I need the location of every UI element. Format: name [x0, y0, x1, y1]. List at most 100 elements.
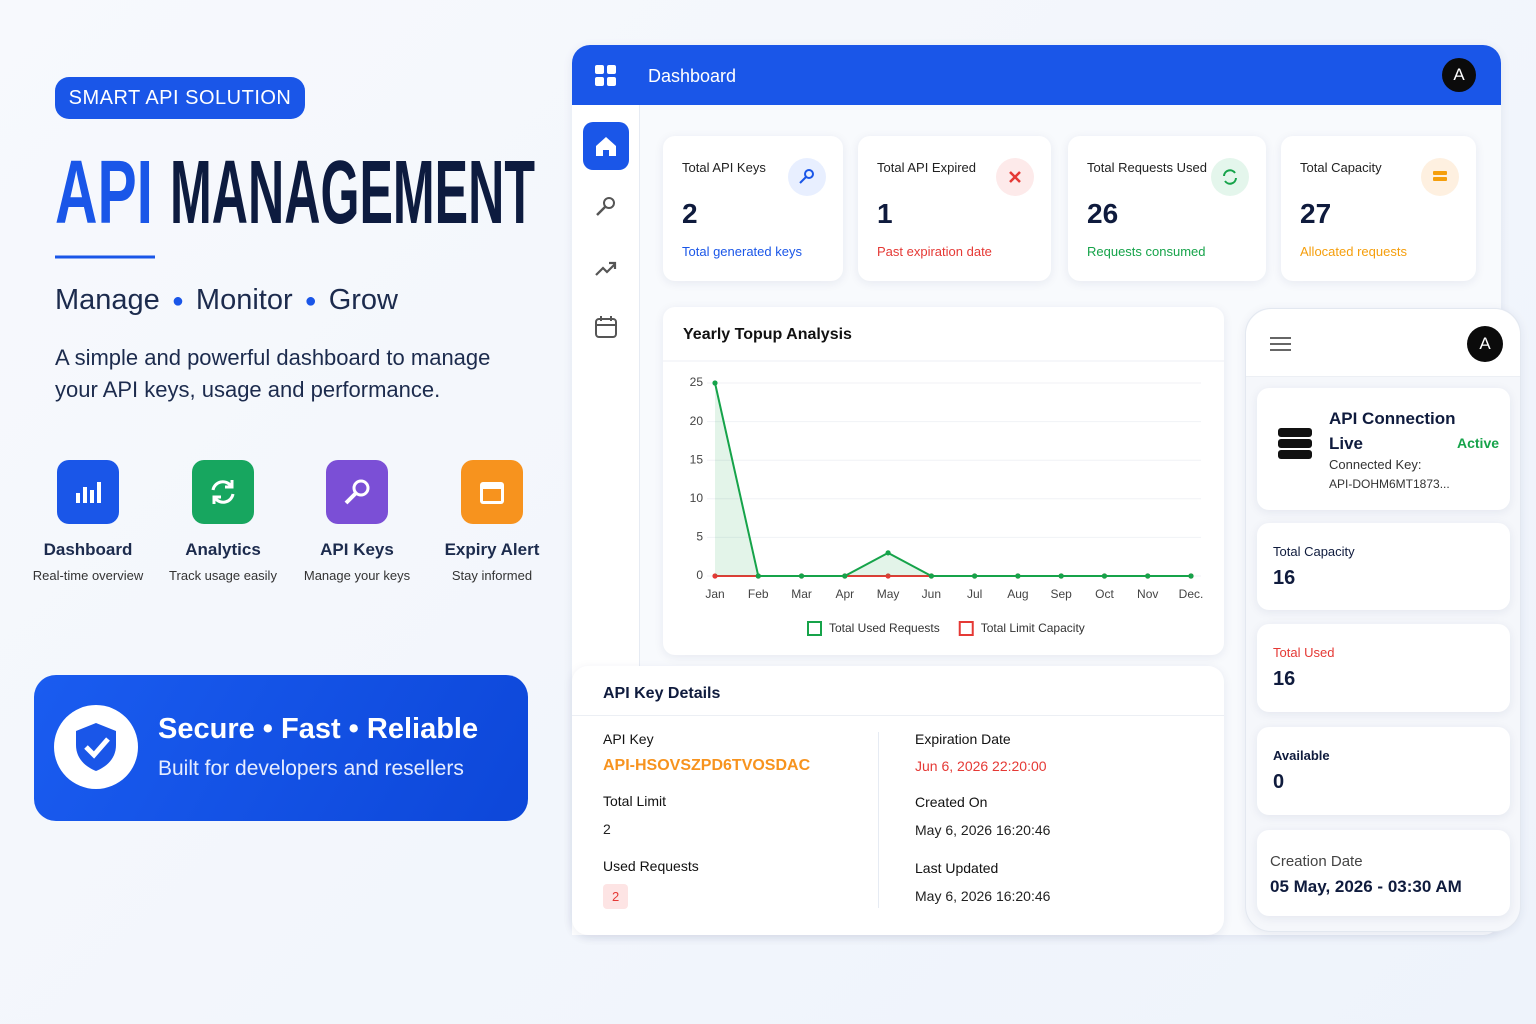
tag: Monitor [195, 284, 293, 316]
y-tick-label: 10 [690, 491, 704, 505]
hero-title: API MANAGEMENT [55, 143, 535, 259]
x-tick-label: Jun [922, 587, 941, 601]
feature-title: Expiry Alert [444, 540, 540, 559]
line [714, 382, 1191, 577]
x-tick-label: Feb [748, 587, 769, 601]
hamburger[interactable] [1270, 336, 1292, 352]
legend-swatch [958, 621, 974, 636]
tag: Grow [328, 284, 398, 316]
chart-card: Yearly Topup Analysis 0 5 10 15 20 25 Jan Feb Ma… [663, 307, 1224, 655]
mobile-header: A [1246, 309, 1520, 377]
stat-value: 27 [1300, 198, 1332, 229]
field-label: Last Updated [915, 860, 999, 876]
x-tick-label: Sep [1051, 587, 1073, 601]
badge: SMART API SOLUTION [55, 77, 305, 119]
nav-keys[interactable] [594, 195, 618, 219]
point [712, 573, 718, 579]
point [1101, 573, 1108, 579]
feature-subtitle: Manage your keys [303, 568, 411, 583]
key-value: API-DOHM6MT1873... [1329, 477, 1450, 491]
creation-label: Creation Date [1270, 853, 1363, 870]
point [798, 573, 805, 579]
stat-icon [1421, 158, 1459, 196]
nav-home[interactable] [583, 122, 629, 170]
server-icon [1278, 428, 1312, 459]
header: Dashboard A [572, 45, 1501, 105]
divider [572, 715, 1224, 716]
nav-analytics[interactable] [594, 257, 618, 281]
nav-calendar[interactable] [594, 315, 618, 339]
stat-value: 1 [877, 198, 893, 229]
banner: Secure • Fast • Reliable Built for devel… [34, 675, 528, 821]
legend-swatch [807, 621, 822, 636]
icon [326, 460, 388, 524]
stat-note: Allocated requests [1300, 244, 1407, 259]
line: A simple and powerful dashboard to manag… [55, 345, 491, 370]
point [1145, 573, 1151, 579]
field-label: Used Requests [603, 858, 699, 874]
x-tick-label: Aug [1007, 587, 1028, 601]
details-card: API Key Details API Key API-HSOVSZPD6TVO… [572, 666, 1224, 935]
field-label: Created On [915, 794, 988, 810]
x-tick-label: Jul [967, 587, 982, 601]
connection-title: API Connection Live [1329, 409, 1456, 453]
field-label: Total Limit [603, 793, 667, 809]
connection-status: Active [1457, 435, 1500, 451]
mobile-stat-label: Total Capacity [1273, 544, 1355, 559]
point [885, 573, 891, 579]
feature-title: Dashboard [43, 540, 133, 559]
field-value: Jun 6, 2026 22:20:00 [915, 758, 1047, 774]
field-value: May 6, 2026 16:20:46 [915, 822, 1051, 838]
y-tick-label: 0 [696, 568, 703, 582]
creation-card: Creation Date 05 May, 2026 - 03:30 AM [1257, 830, 1510, 916]
point [842, 573, 848, 579]
title-accent: API [55, 143, 153, 243]
field-label: Expiration Date [915, 731, 1011, 747]
stat-card: Total Capacity 27 Allocated requests [1281, 136, 1476, 281]
mobile-stat: Total Used 16 [1257, 624, 1510, 712]
field-value: May 6, 2026 16:20:46 [915, 888, 1051, 904]
stat-label: Total Requests Used [1087, 160, 1207, 175]
icon [461, 460, 523, 524]
chart-title: Yearly Topup Analysis [683, 326, 852, 343]
stat-label: Total Capacity [1300, 160, 1382, 175]
point [1015, 573, 1021, 579]
feature-subtitle: Real-time overview [32, 568, 144, 583]
x-tick-label: May [877, 587, 900, 601]
area [715, 383, 1191, 576]
avatar[interactable]: A [1442, 58, 1476, 92]
point [1188, 573, 1194, 579]
mobile-stat-value: 16 [1273, 567, 1296, 589]
stat-card: Total API Expired 1 Past expiration date [858, 136, 1051, 281]
icon [192, 460, 254, 524]
stat-card: Total API Keys 2 Total generated keys [663, 136, 843, 281]
stat-label: Total API Expired [877, 160, 976, 175]
feature: Dashboard Real-time overview [18, 460, 158, 583]
point [885, 550, 891, 556]
connection-card: API Connection Live Active Connected Key… [1257, 388, 1510, 510]
shield-icon [54, 705, 138, 789]
field-value: API-HSOVSZPD6TVOSDAC [603, 757, 811, 774]
mobile-stat-value: 0 [1273, 771, 1285, 793]
x-tick-label: Dec. [1179, 587, 1204, 601]
chart: Yearly Topup Analysis 0 5 10 15 20 25 Jan Feb Ma… [663, 326, 1224, 636]
details-right: Expiration Date Jun 6, 2026 22:20:00 Cre… [915, 731, 1050, 904]
point [755, 573, 761, 579]
mobile-stat-value: 16 [1273, 668, 1296, 690]
x-tick-label: Oct [1095, 587, 1114, 601]
mobile: A API Connection Live Active Connected K… [1245, 308, 1521, 932]
field-label: API Key [603, 731, 654, 747]
avatar[interactable]: A [1467, 326, 1503, 362]
mobile-stat: Total Capacity 16 [1257, 523, 1510, 610]
point [712, 380, 718, 386]
stat-note: Requests consumed [1087, 244, 1206, 259]
point [928, 573, 934, 579]
y-tick-label: 15 [690, 452, 704, 466]
x-tick-label: Nov [1137, 587, 1158, 601]
feature-subtitle: Track usage easily [169, 568, 277, 583]
stat-note: Past expiration date [877, 244, 992, 259]
stat-icon [1211, 158, 1249, 196]
feature-subtitle: Stay informed [451, 568, 533, 583]
divider [878, 732, 879, 908]
